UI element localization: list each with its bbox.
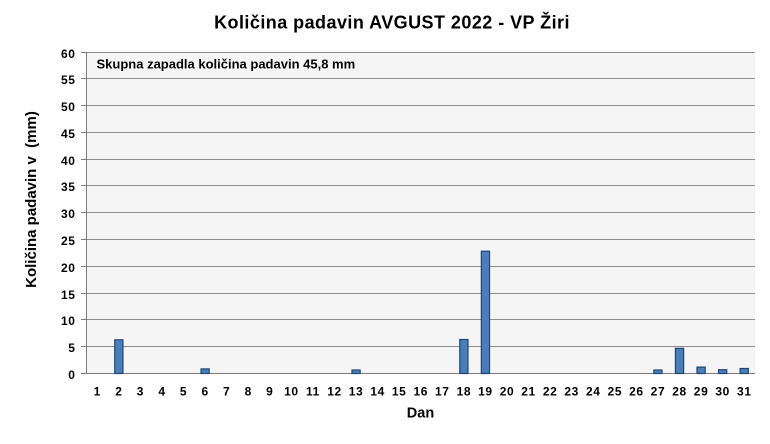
svg-text:30: 30 (715, 385, 730, 399)
svg-text:5: 5 (180, 385, 187, 399)
svg-text:45: 45 (61, 127, 76, 141)
svg-text:7: 7 (223, 385, 230, 399)
svg-text:Skupna zapadla količina padavi: Skupna zapadla količina padavin 45,8 mm (97, 57, 356, 72)
svg-text:15: 15 (61, 288, 76, 302)
svg-text:25: 25 (608, 385, 623, 399)
svg-text:Količina padavin AVGUST 2022 -: Količina padavin AVGUST 2022 - VP Žiri (214, 11, 570, 32)
svg-text:2: 2 (115, 385, 122, 399)
svg-text:Dan: Dan (407, 406, 434, 422)
svg-text:1: 1 (94, 385, 101, 399)
svg-text:23: 23 (564, 385, 579, 399)
svg-text:40: 40 (61, 154, 76, 168)
svg-text:60: 60 (61, 47, 76, 61)
svg-text:8: 8 (245, 385, 252, 399)
svg-text:35: 35 (61, 180, 76, 194)
svg-text:13: 13 (349, 385, 364, 399)
svg-text:17: 17 (435, 385, 450, 399)
svg-text:Količina padavin v (mm): Količina padavin v (mm) (23, 111, 40, 288)
svg-text:20: 20 (500, 385, 515, 399)
svg-text:18: 18 (457, 385, 472, 399)
svg-text:9: 9 (266, 385, 273, 399)
svg-text:24: 24 (586, 385, 601, 399)
svg-text:14: 14 (370, 385, 385, 399)
svg-text:4: 4 (158, 385, 165, 399)
svg-text:19: 19 (478, 385, 493, 399)
svg-text:12: 12 (327, 385, 342, 399)
svg-text:30: 30 (61, 207, 76, 221)
svg-text:6: 6 (201, 385, 208, 399)
svg-text:10: 10 (284, 385, 299, 399)
svg-text:0: 0 (68, 368, 75, 382)
svg-text:29: 29 (694, 385, 709, 399)
svg-text:25: 25 (61, 234, 76, 248)
svg-text:26: 26 (629, 385, 644, 399)
svg-text:27: 27 (651, 385, 666, 399)
svg-text:28: 28 (672, 385, 687, 399)
svg-text:3: 3 (137, 385, 144, 399)
svg-text:20: 20 (61, 261, 76, 275)
svg-text:21: 21 (521, 385, 536, 399)
svg-text:11: 11 (306, 385, 320, 399)
svg-text:50: 50 (61, 100, 76, 114)
svg-text:55: 55 (61, 73, 76, 87)
svg-text:5: 5 (68, 341, 75, 355)
svg-text:22: 22 (543, 385, 558, 399)
svg-text:16: 16 (413, 385, 428, 399)
svg-text:10: 10 (61, 314, 76, 328)
svg-text:31: 31 (737, 385, 752, 399)
svg-text:15: 15 (392, 385, 407, 399)
